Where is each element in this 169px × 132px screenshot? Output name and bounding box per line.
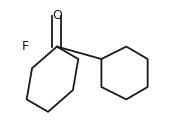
Text: O: O [52,9,62,22]
Text: F: F [22,40,29,53]
